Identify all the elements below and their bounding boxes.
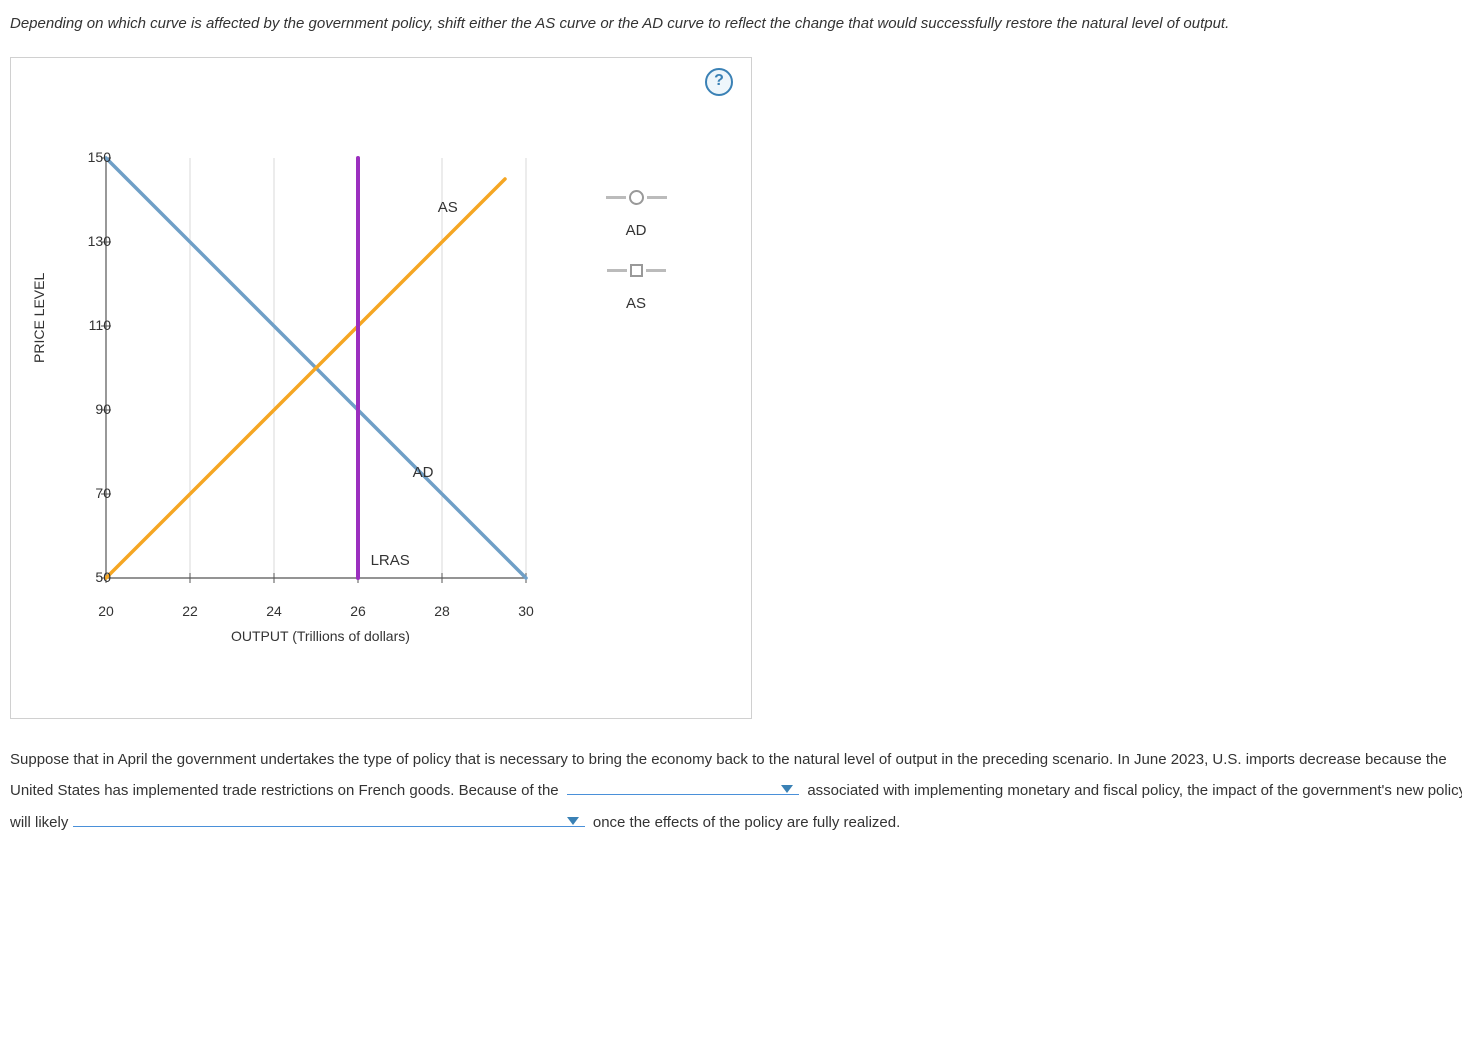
curve-label-as: AS [438,199,458,216]
paragraph-segment: once the effects of the policy are fully… [589,814,901,831]
curve-label-ad: AD [413,464,434,481]
chart-container: ? 50 70 90 110 130 150 20 22 24 26 28 30 PRICE LEV… [10,57,752,719]
help-button[interactable]: ? [705,68,733,96]
chart-legend: AD AS [591,188,681,334]
x-tick-label: 24 [266,603,282,619]
chevron-down-icon [781,785,793,793]
y-tick-label: 50 [71,569,111,585]
instruction-text: Depending on which curve is affected by … [10,10,1462,39]
chevron-down-icon [567,817,579,825]
legend-label: AD [591,222,681,239]
y-tick-label: 130 [71,233,111,249]
chart-plot[interactable] [106,158,526,578]
y-tick-label: 150 [71,149,111,165]
y-tick-label: 90 [71,401,111,417]
y-axis-label: PRICE LEVEL [31,272,47,362]
legend-label: AS [591,295,681,312]
circle-marker-icon [629,190,644,205]
y-tick-label: 70 [71,485,111,501]
question-paragraph: Suppose that in April the government und… [10,744,1462,839]
x-tick-label: 22 [182,603,198,619]
x-tick-label: 30 [518,603,534,619]
x-tick-label: 28 [434,603,450,619]
x-axis-label: OUTPUT (Trillions of dollars) [231,628,410,644]
curve-label-lras: LRAS [371,552,410,569]
x-tick-label: 26 [350,603,366,619]
y-tick-label: 110 [71,317,111,333]
square-marker-icon [630,264,643,277]
legend-item-as[interactable]: AS [591,261,681,312]
legend-item-ad[interactable]: AD [591,188,681,239]
x-tick-label: 20 [98,603,114,619]
dropdown-effect[interactable] [73,810,585,827]
dropdown-reason[interactable] [567,778,799,795]
